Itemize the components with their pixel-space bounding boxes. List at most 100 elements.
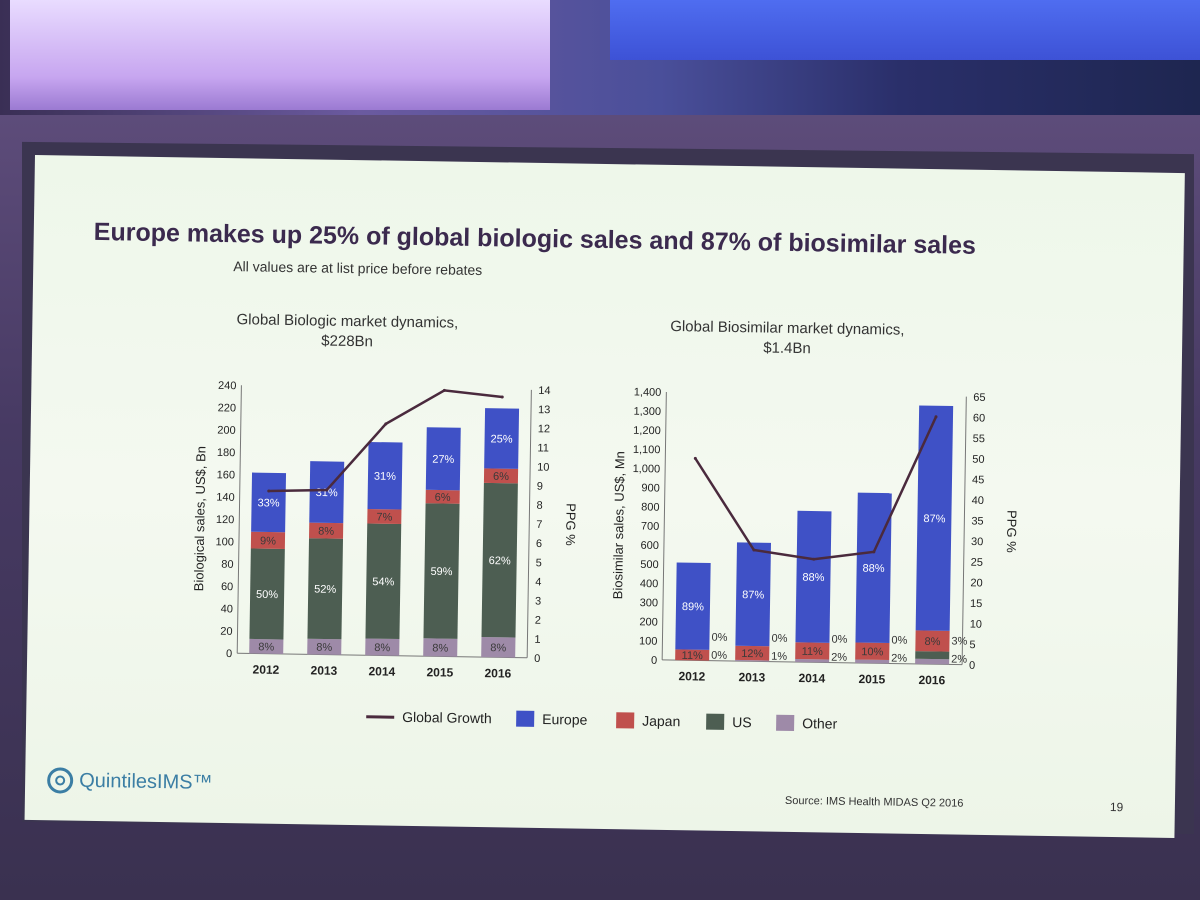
bar-share-label-japan: 12% (741, 648, 763, 660)
bar-share-label-japan: 7% (376, 511, 392, 523)
y-tick-label: 160 (217, 469, 236, 481)
global-growth-point (693, 456, 697, 460)
bar-japan (735, 645, 770, 661)
y-tick-label: 240 (218, 380, 237, 392)
bar-share-label-europe: 25% (490, 433, 512, 445)
y-tick-label: 1,000 (633, 463, 661, 475)
bar-share-label-us: 0% (771, 633, 787, 645)
bar-share-label-us: 50% (256, 589, 278, 601)
y-tick-label: 200 (639, 616, 658, 628)
bar-share-label-other: 8% (316, 642, 332, 654)
logo-text: QuintilesIMS™ (79, 769, 213, 794)
bar-share-label-other: 2% (831, 652, 847, 664)
bar-japan (795, 642, 830, 660)
y2-axis (526, 389, 532, 658)
bar-share-label-us: 54% (372, 576, 394, 588)
bar-europe (795, 510, 832, 643)
bar-japan (425, 489, 460, 504)
y2-tick-label: 8 (536, 500, 542, 512)
y-tick-label: 140 (216, 492, 235, 504)
legend-label: Europe (542, 711, 588, 728)
source-note: Source: IMS Health MIDAS Q2 2016 (784, 794, 964, 810)
bar-share-label-us: 0% (891, 635, 907, 647)
global-growth-point (872, 550, 876, 554)
biologic-chart: 0204060801001201401601802002202400123456… (191, 380, 579, 681)
bar-japan (855, 642, 890, 661)
bar-share-label-us: 3% (951, 635, 967, 647)
y-tick-label: 80 (221, 559, 233, 571)
x-tick-label: 2012 (678, 669, 705, 683)
bar-share-label-other: 1% (771, 651, 787, 663)
y-tick-label: 800 (641, 501, 660, 513)
y-tick-label: 1,200 (633, 425, 661, 437)
bar-share-label-europe: 88% (802, 572, 824, 584)
bar-japan (675, 649, 710, 661)
bar-share-label-other: 2% (891, 653, 907, 665)
x-tick-label: 2016 (918, 673, 945, 687)
y2-tick-label: 4 (535, 576, 541, 588)
bar-us (915, 651, 950, 660)
ceiling-light-blue (610, 0, 1200, 60)
y2-tick-label: 55 (973, 433, 985, 445)
y2-axis-title: PPG % (1004, 510, 1020, 553)
global-growth-point (442, 388, 446, 392)
bar-other (915, 658, 950, 665)
bar-europe (484, 408, 520, 469)
chart-legend: Global Growth Europe Japan US Other (366, 708, 886, 736)
bar-share-label-europe: 88% (862, 563, 884, 575)
bar-europe (425, 427, 461, 491)
bar-us (481, 482, 518, 638)
y2-axis-title: PPG % (563, 503, 579, 546)
y-tick-label: 300 (640, 597, 659, 609)
right-chart-title-line2: $1.4Bn (763, 339, 811, 358)
bar-share-label-other: 8% (432, 642, 448, 654)
bar-share-label-japan: 8% (924, 636, 940, 648)
global-growth-point (384, 422, 388, 426)
bar-share-label-us: 0% (711, 632, 727, 644)
y-tick-label: 60 (221, 581, 233, 593)
y2-tick-label: 5 (969, 639, 975, 651)
right-chart-title: Global Biosimilar market dynamics, $1.4B… (662, 317, 913, 361)
x-tick-label: 2013 (738, 670, 765, 684)
bar-japan (250, 531, 286, 550)
bar-share-label-other: 8% (258, 641, 274, 653)
bar-europe (675, 562, 711, 650)
y2-tick-label: 3 (535, 595, 541, 607)
y-tick-label: 40 (221, 603, 233, 615)
legend-item-us: US (706, 713, 752, 730)
bar-share-label-us: 52% (314, 584, 336, 596)
biosimilar-chart: 01002003004005006007008009001,0001,1001,… (610, 386, 1020, 687)
y2-tick-label: 11 (537, 442, 549, 454)
bar-other (735, 659, 770, 662)
bar-other (855, 659, 890, 664)
y2-tick-label: 30 (971, 536, 983, 548)
bar-europe (735, 542, 771, 647)
bar-share-label-other: 2% (951, 653, 967, 665)
y-tick-label: 20 (220, 626, 232, 638)
y2-tick-label: 0 (534, 653, 540, 665)
bar-japan (483, 468, 519, 484)
global-growth-point (325, 488, 329, 492)
bar-share-label-europe: 31% (374, 471, 396, 483)
y-tick-label: 0 (226, 648, 232, 660)
bar-us (365, 523, 402, 640)
y2-tick-label: 14 (538, 385, 550, 397)
quintilesims-logo: QuintilesIMS™ (46, 767, 213, 796)
bar-share-label-japan: 6% (493, 471, 509, 483)
y-axis-title: Biological sales, US$, Bn (191, 446, 208, 591)
bar-japan (915, 630, 950, 652)
x-tick-label: 2014 (368, 664, 395, 678)
bar-share-label-other: 8% (490, 642, 506, 654)
y-tick-label: 100 (215, 536, 234, 548)
legend-item-europe: Europe (516, 710, 588, 728)
bar-japan (367, 508, 402, 525)
y2-tick-label: 15 (970, 598, 982, 610)
slide-subtitle: All values are at list price before reba… (233, 258, 483, 279)
y2-tick-label: 13 (538, 404, 550, 416)
bar-share-label-europe: 33% (257, 497, 279, 509)
bar-share-label-europe: 27% (432, 454, 454, 466)
legend-line-global-growth (366, 714, 395, 719)
bar-share-label-other: 0% (711, 650, 727, 662)
left-chart-title: Global Biologic market dynamics, $228Bn (222, 310, 473, 354)
presentation-slide: Europe makes up 25% of global biologic s… (24, 155, 1185, 838)
